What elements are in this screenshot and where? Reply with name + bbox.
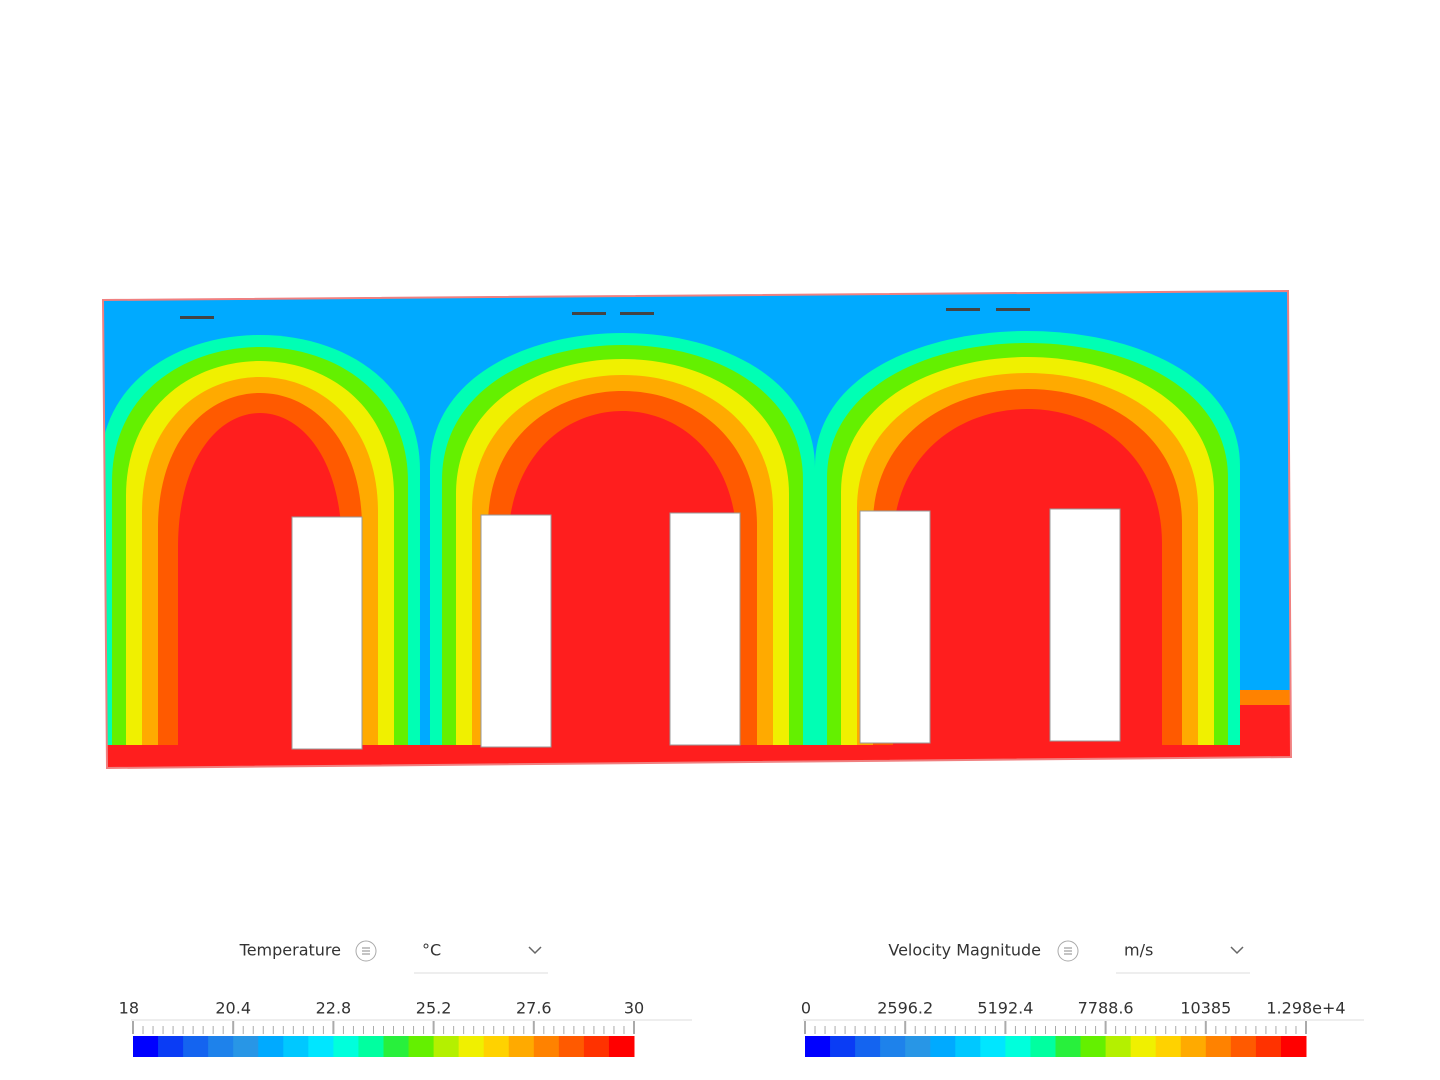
colorbar-band [583, 1036, 610, 1057]
colorbar-band [233, 1036, 259, 1057]
vent [996, 308, 1030, 311]
colorbar-tick-label: 25.2 [416, 999, 452, 1018]
colorbar-band [955, 1036, 981, 1057]
colorbar-band [930, 1036, 956, 1057]
colorbar-band [508, 1036, 535, 1057]
legend-title: Velocity Magnitude [888, 941, 1041, 960]
colorbar-tick-label: 0 [801, 999, 811, 1018]
colorbar-band [333, 1036, 359, 1057]
colorbar-band [1205, 1036, 1232, 1057]
colorbar-band [483, 1036, 510, 1057]
colorbar-band [1130, 1036, 1157, 1057]
colorbar-band [183, 1036, 209, 1057]
colorbar-band [1080, 1036, 1107, 1057]
colorbar-band [805, 1036, 831, 1057]
colorbar-band [533, 1036, 560, 1057]
colorbar-tick-label: 22.8 [316, 999, 352, 1018]
colorbar-band [208, 1036, 234, 1057]
dropdown-arrow [1230, 946, 1244, 955]
colorbar-band [1180, 1036, 1207, 1057]
colorbar-band [855, 1036, 881, 1057]
colorbar-tick-label: 7788.6 [1078, 999, 1134, 1018]
colorbar-band [283, 1036, 309, 1057]
colorbar-band [1055, 1036, 1082, 1057]
obstacle [480, 514, 552, 748]
colorbar-band [383, 1036, 410, 1057]
legend-menu-icon[interactable] [1057, 940, 1079, 962]
colorbar-band [308, 1036, 334, 1057]
colorbar-band [1255, 1036, 1282, 1057]
dropdown-arrow [528, 946, 542, 955]
unit-select[interactable]: °C [422, 941, 441, 960]
obstacle [291, 516, 363, 750]
colorbar-band [458, 1036, 485, 1057]
obstacle [859, 510, 931, 744]
plume [893, 409, 1162, 768]
colorbar-band [1230, 1036, 1257, 1057]
colorbar-tick-label: 10385 [1180, 999, 1231, 1018]
vent [572, 312, 606, 315]
vent [620, 312, 654, 315]
colorbar-tick-label: 5192.4 [977, 999, 1033, 1018]
legends: Temperature °C 18 20.4 22.8 25.2 27.6 30 Velocit… [119, 940, 1364, 1057]
colorbar-band [1105, 1036, 1132, 1057]
colorbar-band [1155, 1036, 1182, 1057]
obstacle [1049, 508, 1121, 742]
colorbar-band [433, 1036, 460, 1057]
colorbar-band [980, 1036, 1006, 1057]
colorbar-band [158, 1036, 184, 1057]
colorbar-band [558, 1036, 585, 1057]
colorbar-band [1005, 1036, 1031, 1057]
colorbar-band [408, 1036, 435, 1057]
colorbar-band [880, 1036, 906, 1057]
vent [946, 308, 980, 311]
colorbar-tick-label: 30 [624, 999, 644, 1018]
colorbar-band [830, 1036, 856, 1057]
legend-menu-icon[interactable] [355, 940, 377, 962]
colorbar-band [608, 1036, 635, 1057]
colorbar-band [358, 1036, 384, 1057]
floor-band [103, 745, 1291, 768]
colorbar-tick-label: 2596.2 [877, 999, 933, 1018]
colorbar-band [905, 1036, 931, 1057]
legend-title: Temperature [239, 941, 341, 960]
unit-select[interactable]: m/s [1124, 941, 1153, 960]
colorbar-tick-label: 20.4 [215, 999, 251, 1018]
colorbar-band [1030, 1036, 1056, 1057]
colorbar-band [1280, 1036, 1307, 1057]
colorbar-tick-label: 27.6 [516, 999, 552, 1018]
obstacle [669, 512, 741, 746]
contour-plot [103, 291, 1291, 768]
domain-outline [101, 289, 1293, 770]
vent [180, 316, 214, 319]
colorbar-tick-label: 1.298e+4 [1266, 999, 1345, 1018]
colorbar-band [133, 1036, 159, 1057]
colorbar-tick-label: 18 [119, 999, 139, 1018]
colorbar-band [258, 1036, 284, 1057]
